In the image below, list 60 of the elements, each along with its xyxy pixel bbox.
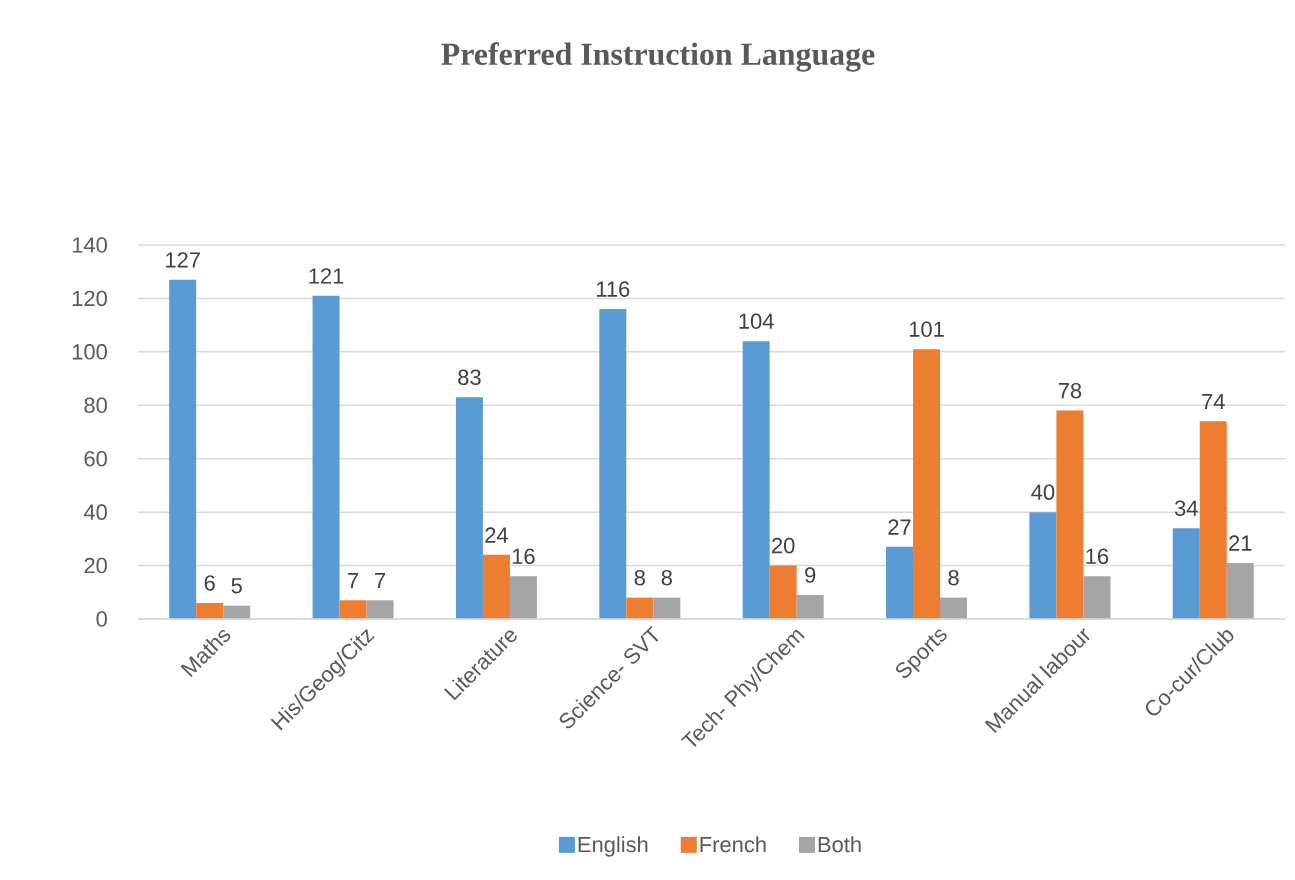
bar [1199, 421, 1227, 619]
y-tick-label: 140 [72, 237, 107, 253]
bar [1056, 410, 1084, 619]
y-tick-label: 0 [96, 611, 107, 627]
data-label: 7 [348, 573, 359, 589]
data-label: 34 [1174, 500, 1198, 516]
bar [1226, 562, 1254, 619]
data-label: 127 [166, 252, 200, 268]
data-label: 7 [375, 573, 386, 589]
bar [796, 594, 824, 619]
data-label: 40 [1031, 484, 1055, 500]
bar [223, 605, 251, 619]
data-label: 78 [1058, 382, 1082, 399]
y-tick-label: 100 [72, 344, 107, 360]
y-tick-label: 80 [84, 397, 107, 414]
data-label: 16 [512, 548, 535, 565]
bar [509, 576, 537, 619]
bar [1083, 576, 1111, 619]
bar [339, 600, 367, 619]
data-label: 20 [772, 537, 795, 554]
data-label: 104 [739, 313, 774, 329]
bar [940, 597, 968, 619]
data-label: 21 [1229, 535, 1252, 551]
data-label: 9 [805, 567, 816, 583]
legend-label: Both [818, 836, 861, 853]
bar [886, 546, 914, 619]
data-label: 8 [948, 569, 959, 586]
data-label: 27 [888, 519, 911, 535]
legend-label: English [578, 836, 648, 857]
data-label: 16 [1086, 548, 1109, 565]
data-label: 6 [204, 575, 215, 591]
bar [1172, 528, 1200, 619]
data-label: 83 [458, 369, 481, 386]
y-tick-label: 60 [84, 450, 107, 467]
bar [913, 349, 941, 619]
bar [366, 600, 394, 619]
bar [455, 397, 483, 619]
bar [742, 341, 770, 619]
bar [169, 279, 197, 619]
bar [196, 602, 224, 619]
data-label: 8 [661, 569, 672, 586]
y-tick-label: 20 [84, 557, 107, 574]
bar [482, 554, 510, 619]
data-label: 116 [597, 281, 630, 297]
bar [1029, 512, 1057, 619]
bar [626, 597, 654, 619]
bar [653, 597, 681, 619]
data-label: 5 [231, 578, 242, 594]
data-label: 101 [909, 321, 944, 337]
y-tick-label: 40 [83, 504, 107, 520]
bar [599, 309, 627, 619]
data-label: 24 [485, 527, 508, 543]
chart-title: Preferred Instruction Language [441, 42, 875, 72]
bar [769, 565, 797, 619]
data-label: 74 [1202, 394, 1225, 410]
data-label: 121 [309, 268, 344, 284]
data-label: 8 [634, 569, 645, 586]
y-tick-label: 120 [72, 290, 107, 307]
bar [312, 295, 340, 619]
legend-label: French [700, 836, 766, 853]
